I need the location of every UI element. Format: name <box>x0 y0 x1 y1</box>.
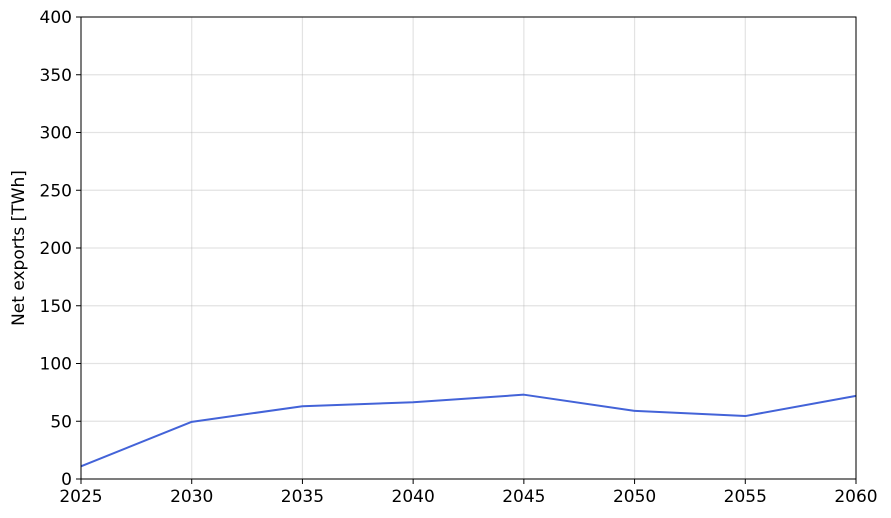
y-axis: 0 50 100 150 200 250 300 350 400 <box>40 8 81 490</box>
x-tick-label: 2025 <box>59 487 102 507</box>
x-tick-label: 2045 <box>502 487 545 507</box>
y-tick-label: 150 <box>40 297 72 317</box>
y-tick-label: 100 <box>40 355 72 375</box>
y-axis-label: Net exports [TWh] <box>9 170 29 326</box>
y-tick-label: 350 <box>40 66 72 86</box>
x-tick-label: 2055 <box>724 487 767 507</box>
x-tick-label: 2030 <box>170 487 213 507</box>
series-line <box>80 393 857 468</box>
x-tick-label: 2035 <box>281 487 324 507</box>
x-tick-label: 2060 <box>834 487 877 507</box>
y-tick-label: 300 <box>40 124 72 144</box>
y-tick-label: 50 <box>50 412 72 432</box>
x-axis: 2025 2030 2035 2040 2045 2050 2055 2060 <box>59 479 878 507</box>
series-layer <box>80 393 857 468</box>
y-tick-label: 0 <box>61 470 72 490</box>
y-tick-label: 400 <box>40 8 72 28</box>
y-tick-label: 250 <box>40 181 72 201</box>
y-tick-label: 200 <box>40 239 72 259</box>
x-tick-label: 2040 <box>392 487 435 507</box>
x-tick-label: 2050 <box>613 487 656 507</box>
grid-lines <box>80 16 857 480</box>
